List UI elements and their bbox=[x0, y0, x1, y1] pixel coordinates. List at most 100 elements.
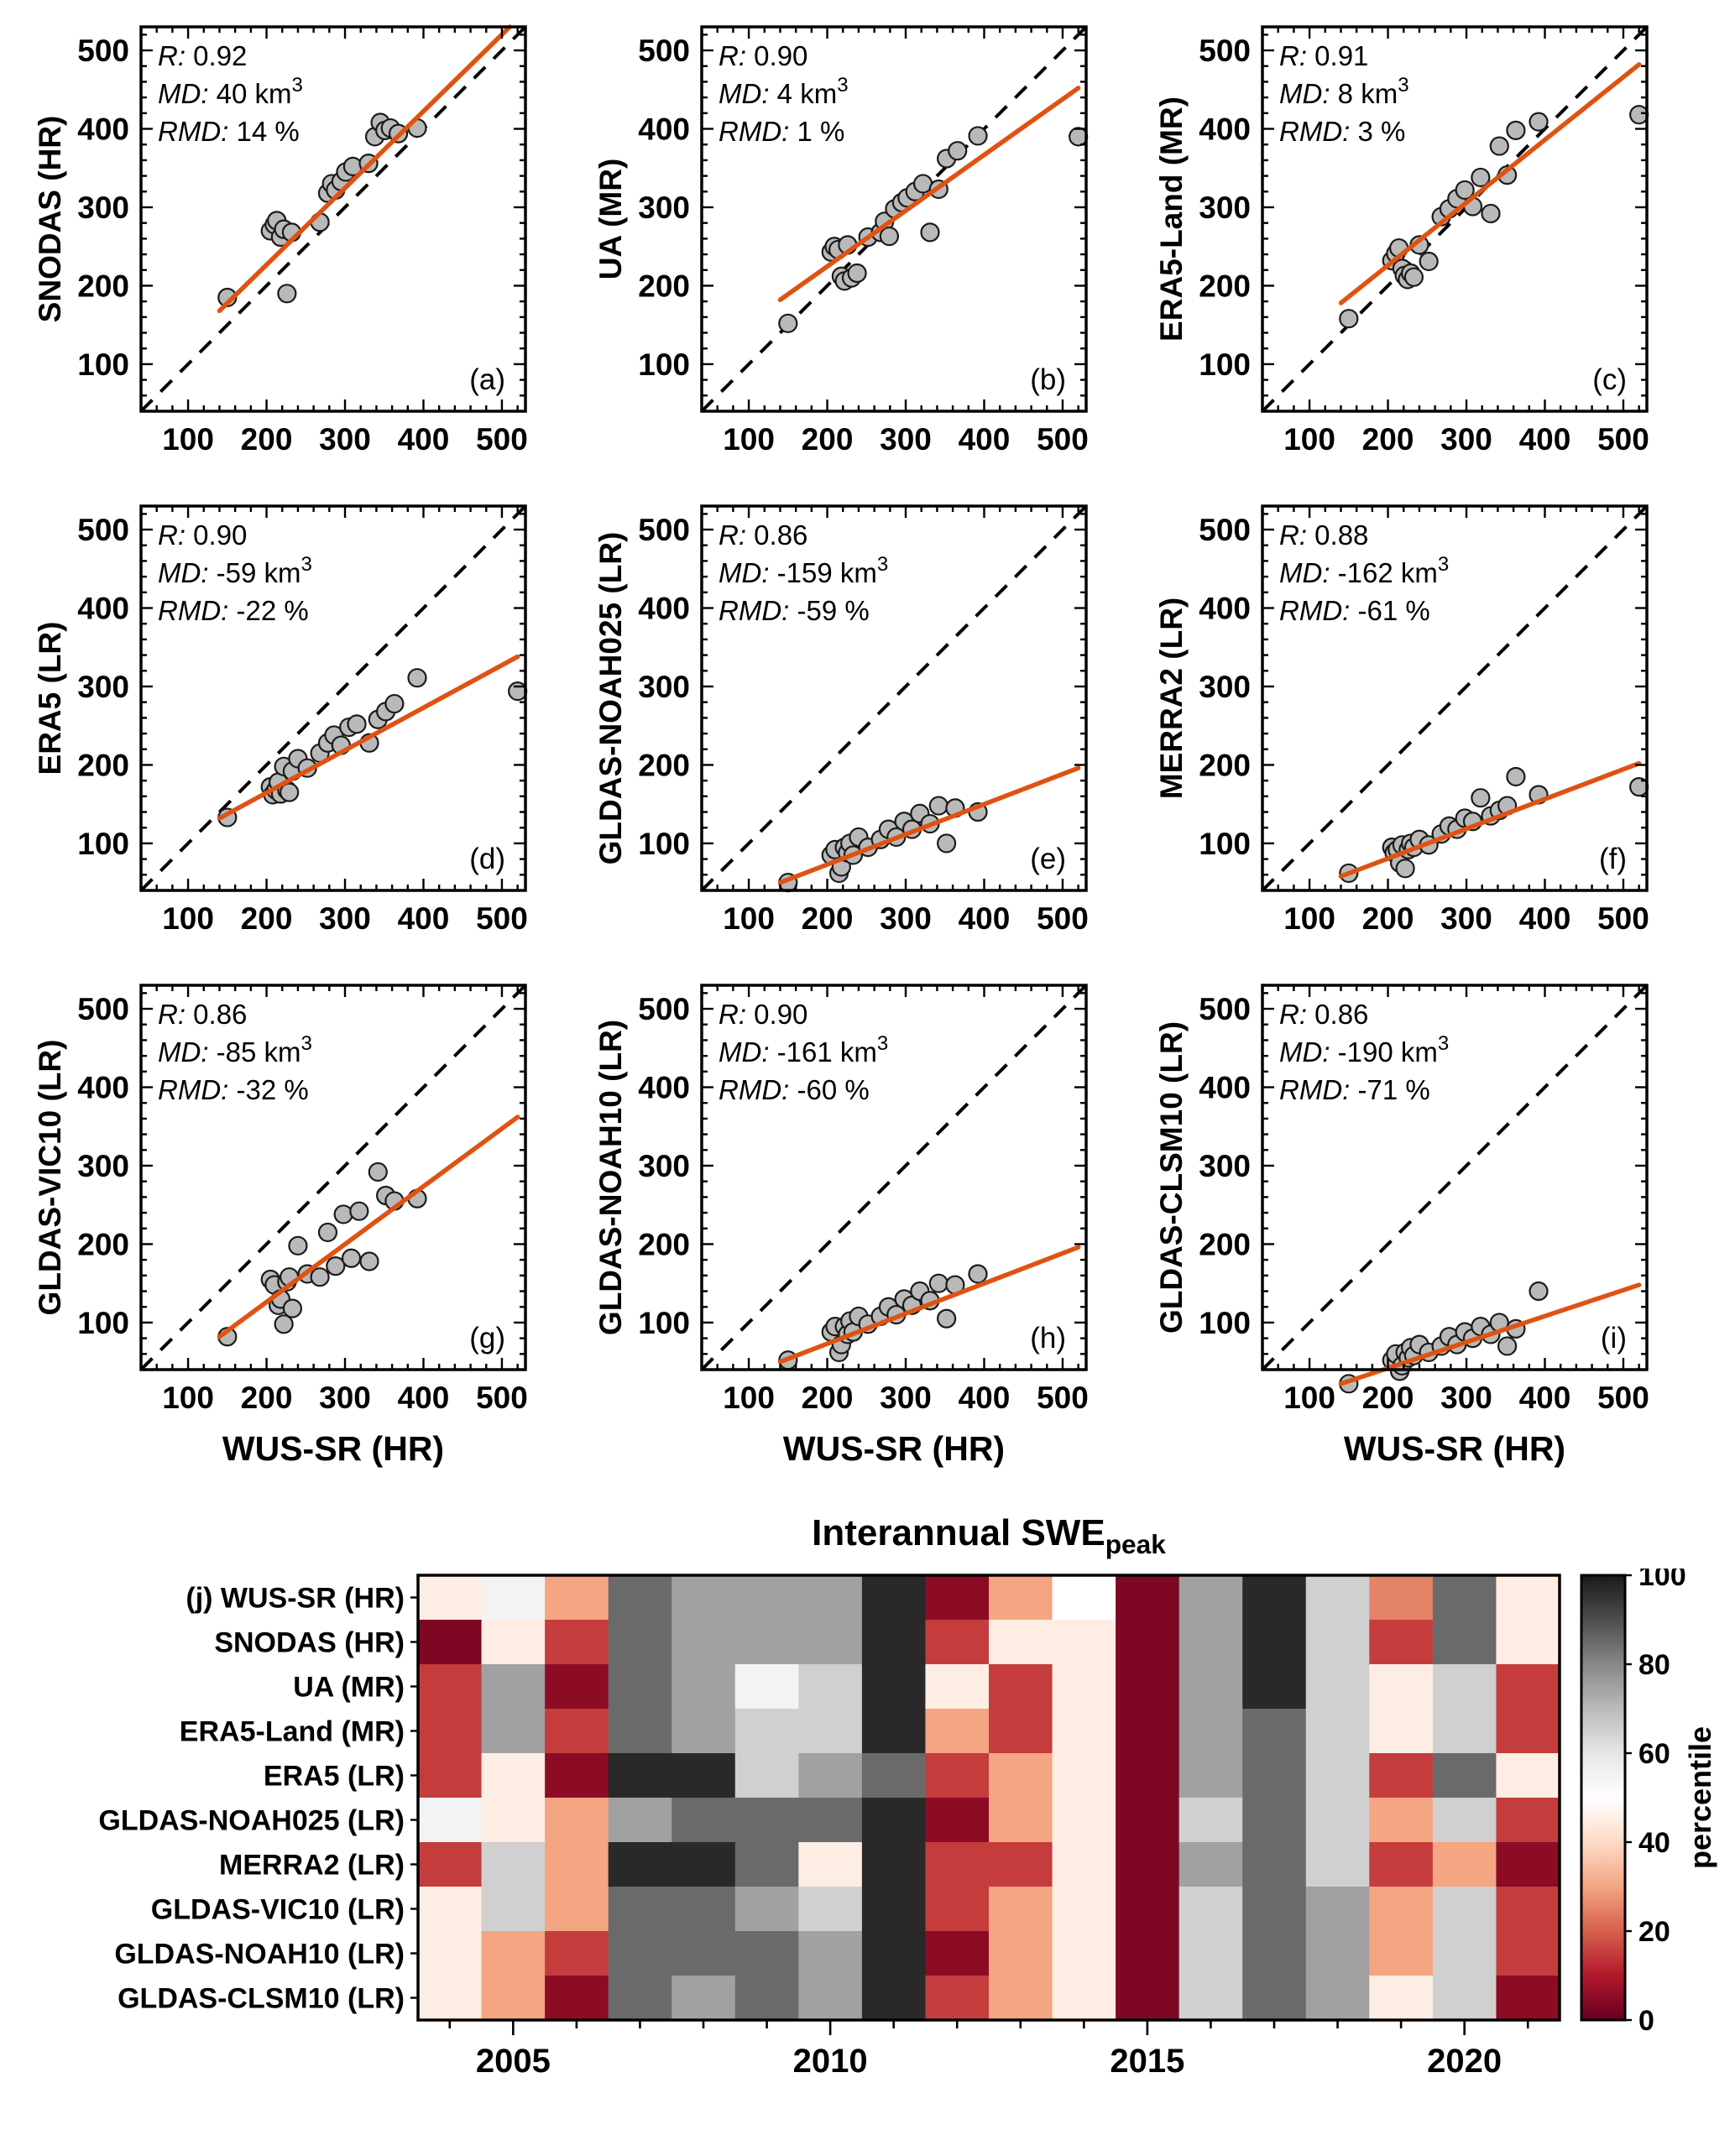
scatter-point bbox=[968, 126, 988, 146]
scatter-point bbox=[274, 1314, 294, 1334]
x-tick-label: 400 bbox=[398, 422, 450, 457]
heatmap-cell bbox=[798, 1886, 863, 1932]
heatmap-cell bbox=[1496, 1797, 1560, 1843]
y-axis-label: GLDAS-CLSM10 (LR) bbox=[1154, 1021, 1189, 1334]
x-tick-label: 400 bbox=[1519, 901, 1571, 936]
heatmap-cell bbox=[418, 1574, 483, 1621]
stat-r: R: 0.92 bbox=[158, 40, 247, 71]
x-tick-label: 500 bbox=[476, 1381, 528, 1415]
scatter-point bbox=[347, 714, 367, 734]
scatter-point bbox=[282, 1298, 302, 1318]
heatmap-cell bbox=[1116, 1619, 1180, 1665]
identity-line bbox=[139, 504, 527, 892]
y-tick-label: 100 bbox=[1199, 1306, 1251, 1340]
y-axis-label: UA (MR) bbox=[593, 159, 628, 280]
scatter-points bbox=[778, 1264, 988, 1370]
heatmap-cell bbox=[545, 1930, 609, 1976]
heatmap-cell bbox=[1116, 1975, 1180, 2021]
heatmap-cell bbox=[608, 1975, 672, 2021]
heatmap-cell bbox=[925, 1619, 990, 1665]
heatmap-cell bbox=[1369, 1797, 1434, 1843]
heatmap-cell bbox=[1116, 1886, 1180, 1932]
heatmap-cell bbox=[1432, 1663, 1497, 1710]
heatmap-cell bbox=[1305, 1886, 1370, 1932]
heatmap-cell bbox=[1052, 1752, 1116, 1798]
heatmap-cell bbox=[989, 1574, 1053, 1621]
heatmap-cells bbox=[418, 1574, 1560, 2021]
scatter-point bbox=[1471, 788, 1491, 808]
y-tick-label: 500 bbox=[638, 34, 690, 68]
heatmap-host: (j) WUS-SR (HR) SNODAS (HR) UA (MR) ERA5-La… bbox=[24, 1569, 1735, 2082]
stat-md: MD: 40 km3 bbox=[158, 74, 303, 109]
heatmap-cell bbox=[734, 1574, 799, 1621]
heatmap-cell bbox=[861, 1708, 927, 1754]
heatmap-row-label: ERA5 (LR) bbox=[264, 1760, 405, 1792]
x-axis-label: WUS-SR (HR) bbox=[1344, 1429, 1565, 1468]
y-tick-label: 500 bbox=[638, 513, 690, 547]
heatmap-cell bbox=[418, 1930, 483, 1976]
heatmap-cell bbox=[481, 1708, 546, 1754]
y-tick-label: 400 bbox=[1199, 112, 1251, 147]
heatmap-cell bbox=[1178, 1930, 1243, 1976]
identity-line bbox=[1261, 504, 1649, 892]
heatmap-cell bbox=[481, 1574, 546, 1621]
stat-rmd: RMD: -60 % bbox=[719, 1074, 870, 1105]
y-tick-label: 300 bbox=[638, 1149, 690, 1183]
y-tick-label: 300 bbox=[77, 191, 129, 225]
y-tick-label: 500 bbox=[77, 34, 129, 68]
heatmap-cell bbox=[481, 1797, 546, 1843]
heatmap-cell bbox=[1496, 1663, 1560, 1710]
scatter-point bbox=[1529, 112, 1549, 132]
heatmap-cell bbox=[1178, 1619, 1243, 1665]
heatmap-cell bbox=[1369, 1574, 1434, 1621]
heatmap-cell bbox=[1116, 1574, 1180, 1621]
y-tick-label: 300 bbox=[638, 191, 690, 225]
heatmap-cell bbox=[1432, 1574, 1497, 1621]
colorbar-tick-label: 100 bbox=[1638, 1569, 1686, 1592]
x-tick-label: 100 bbox=[162, 422, 214, 457]
colorbar-tick-label: 60 bbox=[1638, 1738, 1670, 1770]
identity-line bbox=[1261, 25, 1649, 413]
heatmap-row-label: UA (MR) bbox=[293, 1671, 405, 1703]
heatmap-cell bbox=[925, 1752, 990, 1798]
scatter-point bbox=[920, 222, 940, 243]
y-tick-label: 200 bbox=[638, 748, 690, 782]
scatter-point bbox=[968, 1264, 988, 1284]
heatmap-cell bbox=[1178, 1975, 1243, 2021]
scatter-point bbox=[847, 263, 867, 284]
x-tick-label: 300 bbox=[319, 901, 371, 936]
heatmap-cell bbox=[418, 1752, 483, 1798]
heatmap-cell bbox=[1242, 1619, 1307, 1665]
heatmap-cell bbox=[989, 1752, 1053, 1798]
scatter-point bbox=[1403, 267, 1424, 287]
x-tick-label: 500 bbox=[1597, 901, 1649, 936]
identity-line bbox=[139, 984, 527, 1371]
heatmap-cell bbox=[672, 1574, 736, 1621]
x-tick-label: 500 bbox=[1037, 1381, 1089, 1415]
x-tick-label: 200 bbox=[241, 901, 293, 936]
y-tick-label: 300 bbox=[77, 1149, 129, 1183]
scatter-point bbox=[1489, 136, 1509, 156]
heatmap-cell bbox=[1496, 1975, 1560, 2021]
heatmap-cell bbox=[418, 1619, 483, 1665]
y-tick-label: 100 bbox=[1199, 827, 1251, 861]
y-tick-label: 500 bbox=[77, 992, 129, 1026]
scatter-point bbox=[928, 796, 949, 816]
heatmap-cell bbox=[545, 1975, 609, 2021]
axis-ticks bbox=[702, 27, 1086, 411]
heatmap-cell bbox=[608, 1708, 672, 1754]
heatmap-cell bbox=[1496, 1619, 1560, 1665]
heatmap-cell bbox=[798, 1619, 863, 1665]
heatmap-cell bbox=[1496, 1574, 1560, 1621]
stat-rmd: RMD: 14 % bbox=[158, 116, 300, 147]
heatmap-cell bbox=[545, 1708, 609, 1754]
scatter-point bbox=[1629, 105, 1649, 125]
y-tick-label: 300 bbox=[77, 670, 129, 704]
scatter-point bbox=[277, 284, 297, 304]
y-tick-label: 300 bbox=[638, 670, 690, 704]
heatmap-cell bbox=[798, 1841, 863, 1887]
scatter-point bbox=[384, 693, 405, 714]
heatmap-cell bbox=[1242, 1886, 1307, 1932]
y-tick-label: 100 bbox=[1199, 347, 1251, 382]
heatmap-cell bbox=[989, 1619, 1053, 1665]
